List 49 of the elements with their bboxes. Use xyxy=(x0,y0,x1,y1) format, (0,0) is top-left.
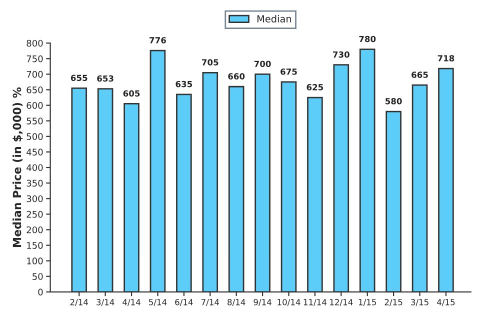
x-tick-label: 4/15 xyxy=(437,299,455,306)
data-label: 718 xyxy=(438,55,454,62)
y-tick-label: 300 xyxy=(26,195,43,202)
y-tick-label: 150 xyxy=(27,242,43,249)
y-tick-label: 450 xyxy=(26,148,43,156)
y-tick-label: 500 xyxy=(26,133,43,140)
data-label: 625 xyxy=(306,84,324,90)
y-tick-label: 800 xyxy=(26,40,43,47)
y-tick-label: 350 xyxy=(26,180,43,187)
y-tick-label: 0 xyxy=(38,288,43,296)
x-tick-label: 4/14 xyxy=(122,299,140,306)
data-label: 780 xyxy=(359,36,376,42)
data-label: 705 xyxy=(202,59,218,66)
y-tick-label: 750 xyxy=(26,55,43,62)
y-tick-label: 200 xyxy=(26,226,43,234)
data-label: 580 xyxy=(386,98,402,104)
y-tick-label: 250 xyxy=(26,210,43,218)
data-label: 776 xyxy=(150,37,166,44)
y-tick-label: 700 xyxy=(26,70,43,78)
y-tick-label: 650 xyxy=(26,86,43,94)
y-tick-label: 600 xyxy=(26,102,43,109)
data-label: 655 xyxy=(70,74,88,82)
x-tick-label: 9/14 xyxy=(254,299,272,306)
x-tick-label: 1/15 xyxy=(358,299,376,306)
x-tick-label: 10/14 xyxy=(278,299,300,306)
x-tick-label: 12/14 xyxy=(330,299,353,306)
y-tick-label: 400 xyxy=(26,164,43,172)
y-tick-label: 100 xyxy=(27,258,43,264)
y-axis-title: Median Price (in $,000) % xyxy=(12,87,23,247)
x-tick-label: 6/14 xyxy=(175,299,193,306)
data-label: 653 xyxy=(97,75,114,82)
x-tick-label: 5/14 xyxy=(149,299,167,306)
data-label: 665 xyxy=(412,72,428,78)
y-tick-label: 550 xyxy=(26,118,43,124)
x-tick-label: 7/14 xyxy=(201,299,220,306)
data-label: 700 xyxy=(254,60,271,68)
x-tick-label: 3/15 xyxy=(411,299,428,306)
y-tick-label: 50 xyxy=(32,273,43,280)
x-tick-label: 2/14 xyxy=(70,299,88,306)
data-label: 660 xyxy=(228,73,245,80)
data-label: 730 xyxy=(333,51,350,58)
data-label: 675 xyxy=(280,68,297,75)
data-label: 605 xyxy=(123,90,140,97)
x-tick-label: 3/14 xyxy=(96,299,114,306)
x-tick-label: 2/15 xyxy=(384,299,402,306)
data-label: 635 xyxy=(176,80,192,88)
x-tick-label: 11/14 xyxy=(304,299,326,306)
x-tick-label: 8/14 xyxy=(228,299,246,306)
legend-label: Median xyxy=(257,14,292,22)
